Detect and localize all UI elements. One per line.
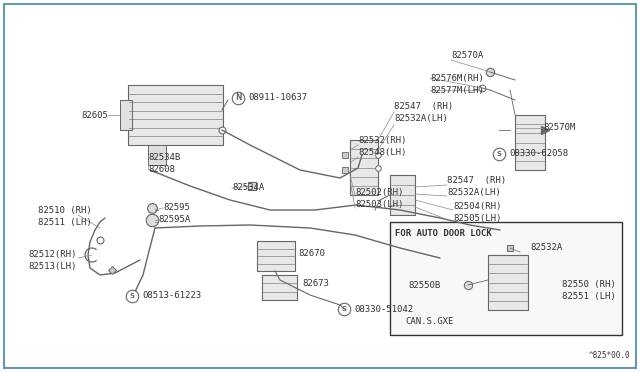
Text: 82673: 82673 [302, 279, 329, 289]
Bar [262, 275, 297, 300]
Text: S: S [129, 293, 134, 299]
Text: 82510 (RH): 82510 (RH) [38, 205, 92, 215]
Text: 82503(LH): 82503(LH) [355, 201, 403, 209]
Text: 82505(LH): 82505(LH) [453, 215, 501, 224]
Text: 82502(RH): 82502(RH) [355, 189, 403, 198]
Text: 82577M(LH): 82577M(LH) [430, 86, 484, 94]
Text: 82547  (RH): 82547 (RH) [394, 103, 453, 112]
Bar [515, 115, 545, 170]
Text: 82550B: 82550B [408, 280, 440, 289]
Text: 82532(RH): 82532(RH) [358, 135, 406, 144]
Bar [148, 145, 166, 165]
Text: 82551 (LH): 82551 (LH) [562, 292, 616, 301]
Text: N: N [235, 93, 241, 103]
Text: S: S [342, 306, 346, 312]
Text: CAN.S.GXE: CAN.S.GXE [405, 317, 453, 327]
Text: 82513(LH): 82513(LH) [28, 263, 76, 272]
Text: 82595A: 82595A [158, 215, 190, 224]
Bar [257, 241, 295, 271]
Text: FOR AUTO DOOR LOCK: FOR AUTO DOOR LOCK [395, 230, 492, 238]
Text: 82532A(LH): 82532A(LH) [394, 115, 448, 124]
Text: 82534A: 82534A [232, 183, 264, 192]
Bar [488, 255, 528, 310]
Text: 82504(RH): 82504(RH) [453, 202, 501, 212]
Text: 08513-61223: 08513-61223 [142, 292, 201, 301]
Text: S: S [497, 151, 502, 157]
Text: 82512(RH): 82512(RH) [28, 250, 76, 260]
Text: 82595: 82595 [163, 203, 190, 212]
Text: 82547  (RH): 82547 (RH) [447, 176, 506, 186]
Text: 82670: 82670 [298, 248, 325, 257]
Bar [390, 175, 415, 215]
Text: 82576M(RH): 82576M(RH) [430, 74, 484, 83]
Text: 82548(LH): 82548(LH) [358, 148, 406, 157]
Text: 82570A: 82570A [451, 51, 483, 60]
Text: 82605: 82605 [81, 110, 108, 119]
Bar [390, 222, 622, 335]
Bar [350, 140, 378, 195]
Bar [128, 85, 223, 145]
Text: 08911-10637: 08911-10637 [248, 93, 307, 103]
Text: 08330-62058: 08330-62058 [509, 150, 568, 158]
Text: 82550 (RH): 82550 (RH) [562, 280, 616, 289]
Bar [120, 100, 132, 130]
Text: 82570M: 82570M [543, 124, 575, 132]
Text: 08330-51042: 08330-51042 [354, 305, 413, 314]
Text: ^825*00.0: ^825*00.0 [588, 351, 630, 360]
Text: 82608: 82608 [148, 164, 175, 173]
Text: 82511 (LH): 82511 (LH) [38, 218, 92, 227]
Text: 82532A(LH): 82532A(LH) [447, 189, 500, 198]
Text: 82532A: 82532A [530, 244, 563, 253]
Text: 82534B: 82534B [148, 153, 180, 161]
